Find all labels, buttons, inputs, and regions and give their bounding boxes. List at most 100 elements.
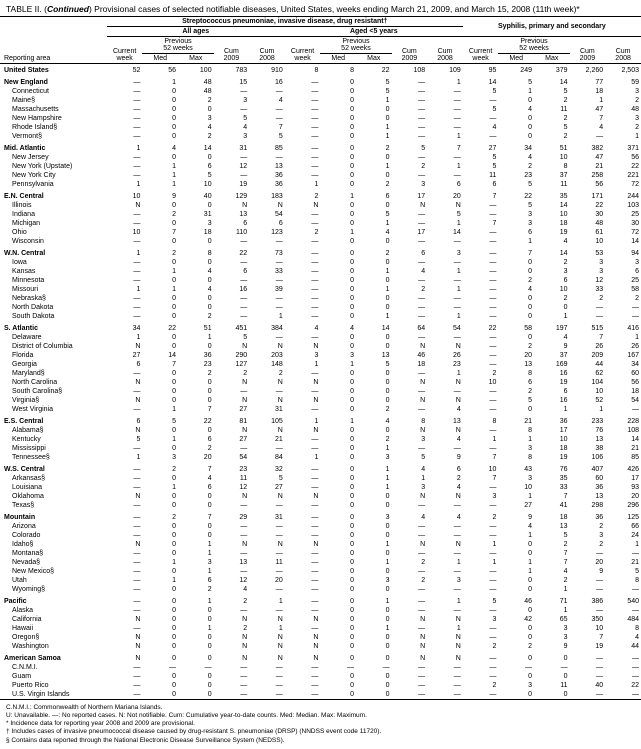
table-row: E.N. Central1094012918321617207223517124… xyxy=(0,192,641,201)
value-cell: 4 xyxy=(427,405,463,414)
value-cell: 2 xyxy=(392,162,428,171)
value-cell: — xyxy=(249,153,285,162)
area-cell: Colorado xyxy=(0,531,107,540)
value-cell: — xyxy=(107,522,143,531)
value-cell: 48 xyxy=(605,105,641,114)
value-cell: — xyxy=(214,237,250,246)
note-0: C.N.M.I.: Commonwealth of Northern Maria… xyxy=(6,704,635,712)
value-cell: 2 xyxy=(178,312,214,321)
table-row: Minnesota—00———00———261225 xyxy=(0,276,641,285)
value-cell: 35 xyxy=(534,474,570,483)
value-cell: 60 xyxy=(570,474,606,483)
value-cell: — xyxy=(285,303,321,312)
value-cell: 1 xyxy=(178,597,214,606)
value-cell: 47 xyxy=(570,153,606,162)
value-cell: 5 xyxy=(605,567,641,576)
value-cell: 7 xyxy=(463,192,499,201)
value-cell: 13 xyxy=(214,210,250,219)
value-cell: 3 xyxy=(392,435,428,444)
value-cell: — xyxy=(107,606,143,615)
value-cell: 34 xyxy=(605,360,641,369)
value-cell: — xyxy=(214,294,250,303)
value-cell: — xyxy=(178,663,214,672)
value-cell: — xyxy=(392,312,428,321)
value-cell: 8 xyxy=(605,576,641,585)
value-cell: 6 xyxy=(214,267,250,276)
value-cell: 2 xyxy=(498,387,534,396)
value-cell: 42 xyxy=(498,615,534,624)
area-cell: Hawaii xyxy=(0,624,107,633)
value-cell: 1 xyxy=(498,237,534,246)
area-cell: W.S. Central xyxy=(0,465,107,474)
value-cell: 22 xyxy=(214,249,250,258)
col-cum08-1: Cum2008 xyxy=(249,37,285,64)
col-max-3: Max xyxy=(534,54,570,64)
value-cell: 44 xyxy=(605,642,641,651)
value-cell: — xyxy=(427,276,463,285)
table-row: U.S. Virgin Islands—00———00———00—— xyxy=(0,690,641,699)
value-cell: 5 xyxy=(356,210,392,219)
value-cell: 7 xyxy=(498,249,534,258)
value-cell: 4 xyxy=(498,522,534,531)
value-cell: 0 xyxy=(142,444,178,453)
value-cell: 5 xyxy=(356,78,392,87)
value-cell: — xyxy=(285,132,321,141)
value-cell: — xyxy=(249,585,285,594)
value-cell: 0 xyxy=(498,132,534,141)
value-cell: 2 xyxy=(498,342,534,351)
value-cell: — xyxy=(427,153,463,162)
value-cell: 0 xyxy=(142,258,178,267)
value-cell: N xyxy=(107,342,143,351)
area-cell: Nebraska§ xyxy=(0,294,107,303)
value-cell: 0 xyxy=(534,654,570,663)
value-cell: 4 xyxy=(392,513,428,522)
table-row: Michigan—0366—01—173184830 xyxy=(0,219,641,228)
value-cell: — xyxy=(107,294,143,303)
value-cell: 10 xyxy=(534,153,570,162)
value-cell: — xyxy=(107,162,143,171)
value-cell: 0 xyxy=(356,681,392,690)
value-cell: — xyxy=(107,219,143,228)
value-cell: 72 xyxy=(605,228,641,237)
value-cell: N xyxy=(214,426,250,435)
value-cell: — xyxy=(463,405,499,414)
value-cell: 2 xyxy=(392,285,428,294)
value-cell: 2 xyxy=(178,585,214,594)
value-cell: 1 xyxy=(107,180,143,189)
value-cell: 3 xyxy=(534,633,570,642)
value-cell: 6 xyxy=(427,180,463,189)
value-cell: 52 xyxy=(570,396,606,405)
value-cell: — xyxy=(107,690,143,699)
value-cell: 1 xyxy=(427,558,463,567)
value-cell: 1 xyxy=(427,285,463,294)
value-cell: 0 xyxy=(178,426,214,435)
area-cell: Oklahoma xyxy=(0,492,107,501)
value-cell: 13 xyxy=(570,435,606,444)
value-cell: — xyxy=(570,303,606,312)
table-row: Alaska—00———00———01—— xyxy=(0,606,641,615)
value-cell: 35 xyxy=(534,192,570,201)
value-cell: — xyxy=(463,585,499,594)
value-cell: 2 xyxy=(142,513,178,522)
value-cell: 46 xyxy=(392,351,428,360)
value-cell: — xyxy=(107,369,143,378)
value-cell: 108 xyxy=(605,426,641,435)
value-cell: 0 xyxy=(320,144,356,153)
value-cell: 7 xyxy=(178,405,214,414)
value-cell: 6 xyxy=(605,267,641,276)
value-cell: 0 xyxy=(356,606,392,615)
value-cell: N xyxy=(285,342,321,351)
value-cell: 0 xyxy=(356,522,392,531)
value-cell: N xyxy=(214,342,250,351)
value-cell: — xyxy=(285,171,321,180)
table-row: Vermont§—0235—01—1—02—1 xyxy=(0,132,641,141)
value-cell: N xyxy=(214,540,250,549)
value-cell: 4 xyxy=(427,483,463,492)
value-cell: — xyxy=(285,672,321,681)
value-cell: 7 xyxy=(178,465,214,474)
value-cell: 0 xyxy=(178,303,214,312)
value-cell: 407 xyxy=(570,465,606,474)
value-cell: 0 xyxy=(356,642,392,651)
value-cell: 0 xyxy=(356,567,392,576)
value-cell: 8 xyxy=(178,249,214,258)
